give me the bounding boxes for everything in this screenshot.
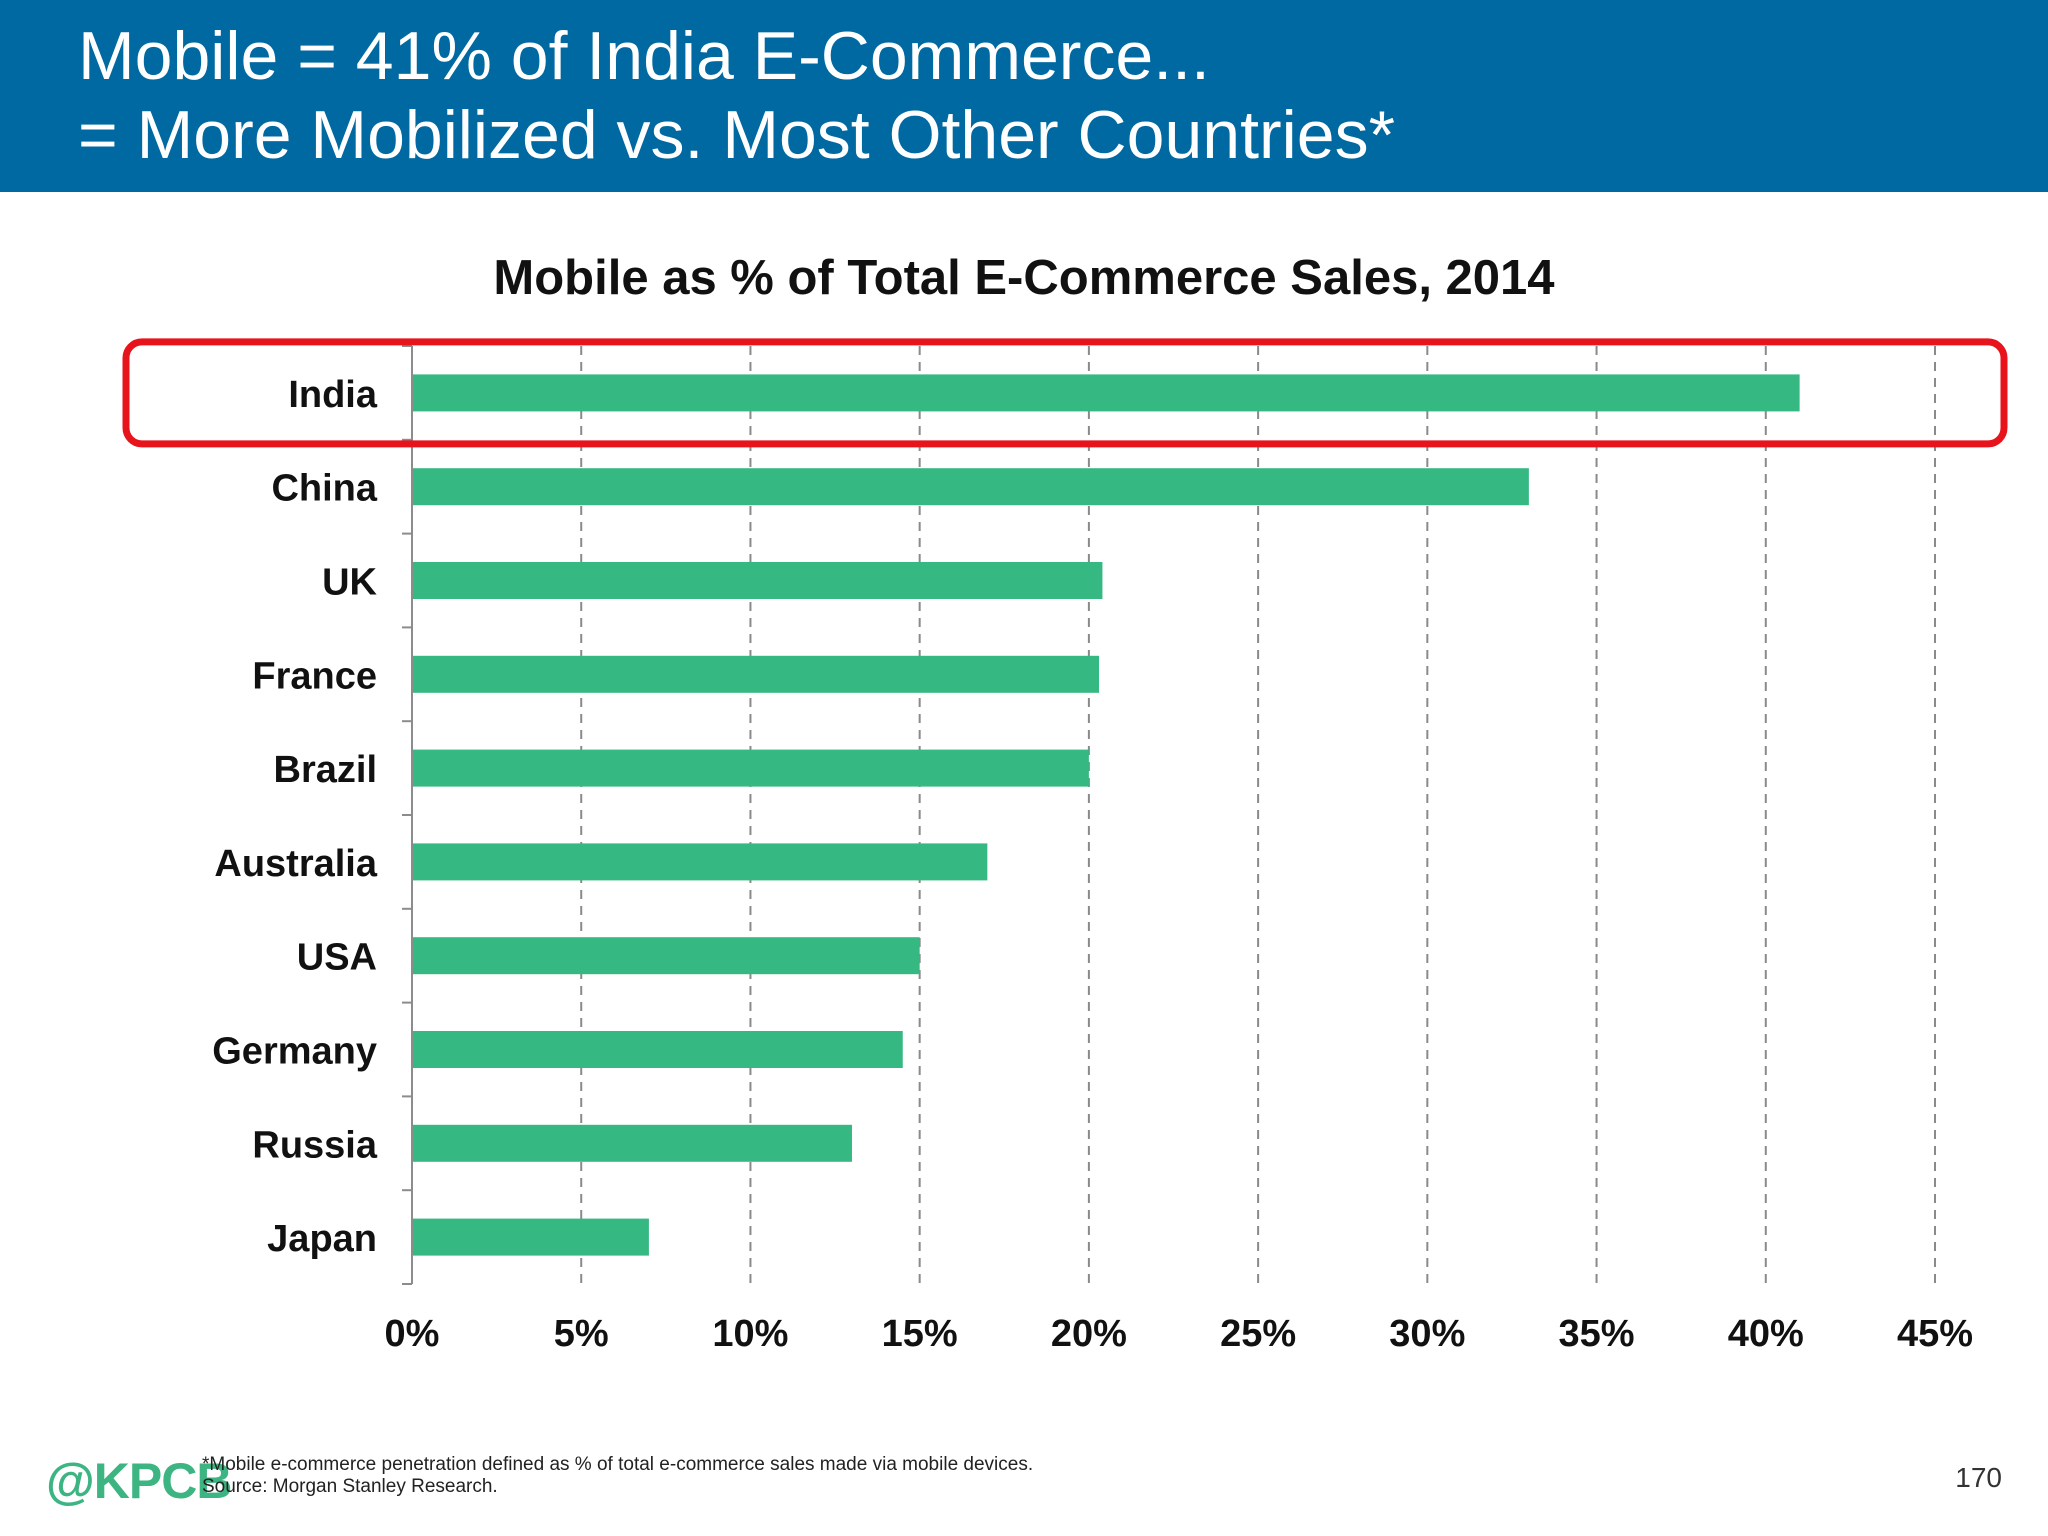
category-label: Japan (267, 1218, 377, 1260)
category-label: India (288, 374, 378, 416)
bar-india (413, 374, 1800, 412)
bar-japan (413, 1218, 649, 1256)
category-label: Russia (252, 1124, 377, 1166)
x-tick-label: 15% (882, 1313, 958, 1355)
x-tick-label: 20% (1051, 1313, 1127, 1355)
bar-russia (413, 1124, 852, 1162)
x-tick-label: 5% (554, 1313, 609, 1355)
page-number: 170 (1955, 1462, 2002, 1493)
slide-title-line-2: = More Mobilized vs. Most Other Countrie… (78, 97, 1396, 173)
category-label: China (271, 468, 377, 510)
slide-title-line-1: Mobile = 41% of India E-Commerce... (78, 18, 1210, 94)
category-label: USA (297, 937, 377, 979)
footnote-definition: *Mobile e-commerce penetration defined a… (202, 1454, 1034, 1475)
highlight-box (122, 338, 2008, 448)
bar-brazil (413, 749, 1089, 787)
x-tick-label: 45% (1897, 1313, 1973, 1355)
category-label: France (252, 655, 377, 697)
bar-australia (413, 843, 988, 881)
category-label: Germany (212, 1031, 377, 1073)
x-tick-label: 40% (1728, 1313, 1804, 1355)
category-label: Brazil (274, 749, 377, 791)
bar-germany (413, 1031, 903, 1068)
kpcb-logo: @KPCB (46, 1453, 232, 1509)
slide-header: Mobile = 41% of India E-Commerce... = Mo… (0, 0, 2048, 192)
x-tick-label: 0% (385, 1313, 440, 1355)
bar-france (413, 655, 1100, 693)
x-tick-label: 35% (1559, 1313, 1635, 1355)
chart-title: Mobile as % of Total E-Commerce Sales, 2… (493, 251, 1555, 305)
bar-china (413, 468, 1529, 506)
category-label: UK (322, 562, 377, 604)
bar-uk (413, 562, 1103, 599)
x-tick-label: 30% (1389, 1313, 1465, 1355)
footnote-source: Source: Morgan Stanley Research. (202, 1476, 498, 1497)
x-tick-label: 25% (1220, 1313, 1296, 1355)
category-label: Australia (214, 843, 377, 885)
bar-usa (413, 937, 920, 975)
x-tick-label: 10% (712, 1313, 788, 1355)
